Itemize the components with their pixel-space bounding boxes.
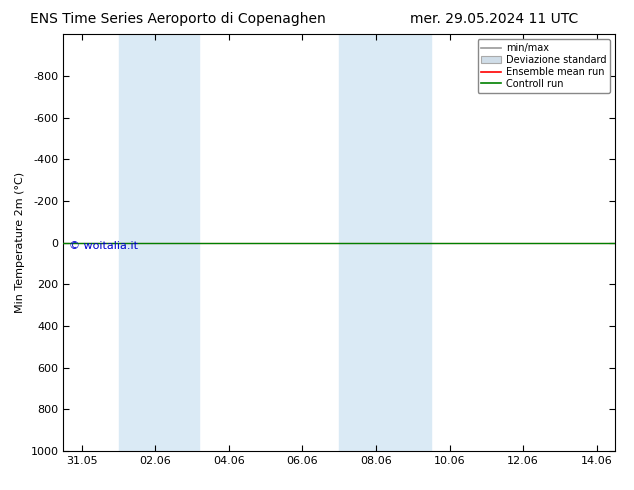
Legend: min/max, Deviazione standard, Ensemble mean run, Controll run: min/max, Deviazione standard, Ensemble m… (477, 39, 610, 93)
Text: mer. 29.05.2024 11 UTC: mer. 29.05.2024 11 UTC (410, 12, 579, 26)
Y-axis label: Min Temperature 2m (°C): Min Temperature 2m (°C) (15, 172, 25, 313)
Text: ENS Time Series Aeroporto di Copenaghen: ENS Time Series Aeroporto di Copenaghen (30, 12, 325, 26)
Bar (119, 34, 200, 451)
Bar (339, 34, 431, 451)
Text: © woitalia.it: © woitalia.it (69, 241, 138, 251)
